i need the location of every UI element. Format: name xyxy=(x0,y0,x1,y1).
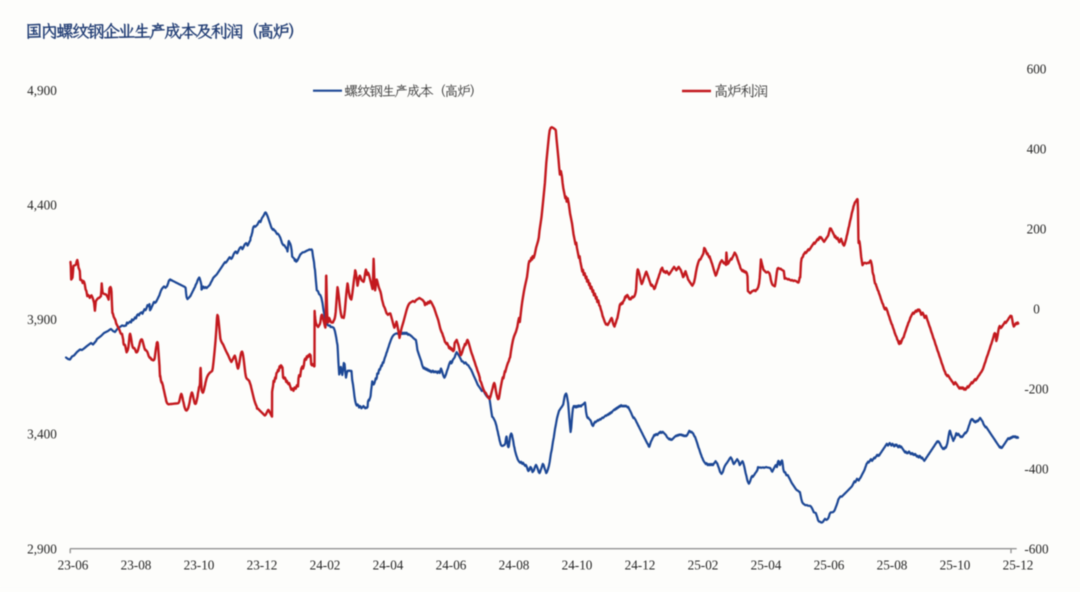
svg-text:23-12: 23-12 xyxy=(247,558,278,573)
svg-text:-600: -600 xyxy=(1024,541,1049,556)
svg-text:25-12: 25-12 xyxy=(1003,558,1034,573)
svg-text:25-04: 25-04 xyxy=(751,558,782,573)
svg-text:600: 600 xyxy=(1027,61,1047,76)
svg-text:4,400: 4,400 xyxy=(27,198,57,213)
svg-text:3,900: 3,900 xyxy=(27,312,57,327)
svg-text:2,900: 2,900 xyxy=(27,541,57,556)
svg-text:23-10: 23-10 xyxy=(184,558,215,573)
svg-text:24-02: 24-02 xyxy=(310,558,341,573)
svg-text:25-06: 25-06 xyxy=(814,558,845,573)
svg-text:400: 400 xyxy=(1027,141,1047,156)
svg-text:25-02: 25-02 xyxy=(688,558,719,573)
svg-text:-400: -400 xyxy=(1024,461,1049,476)
svg-text:24-08: 24-08 xyxy=(499,558,530,573)
svg-text:-200: -200 xyxy=(1024,381,1049,396)
svg-text:24-04: 24-04 xyxy=(373,558,404,573)
svg-text:200: 200 xyxy=(1027,221,1047,236)
svg-text:24-06: 24-06 xyxy=(436,558,467,573)
svg-text:23-08: 23-08 xyxy=(121,558,152,573)
svg-text:25-10: 25-10 xyxy=(940,558,971,573)
svg-text:24-10: 24-10 xyxy=(562,558,593,573)
svg-text:23-06: 23-06 xyxy=(58,558,89,573)
svg-text:24-12: 24-12 xyxy=(625,558,656,573)
svg-text:0: 0 xyxy=(1033,301,1040,316)
svg-text:4,900: 4,900 xyxy=(27,83,57,98)
svg-text:25-08: 25-08 xyxy=(877,558,908,573)
svg-text:3,400: 3,400 xyxy=(27,427,57,442)
